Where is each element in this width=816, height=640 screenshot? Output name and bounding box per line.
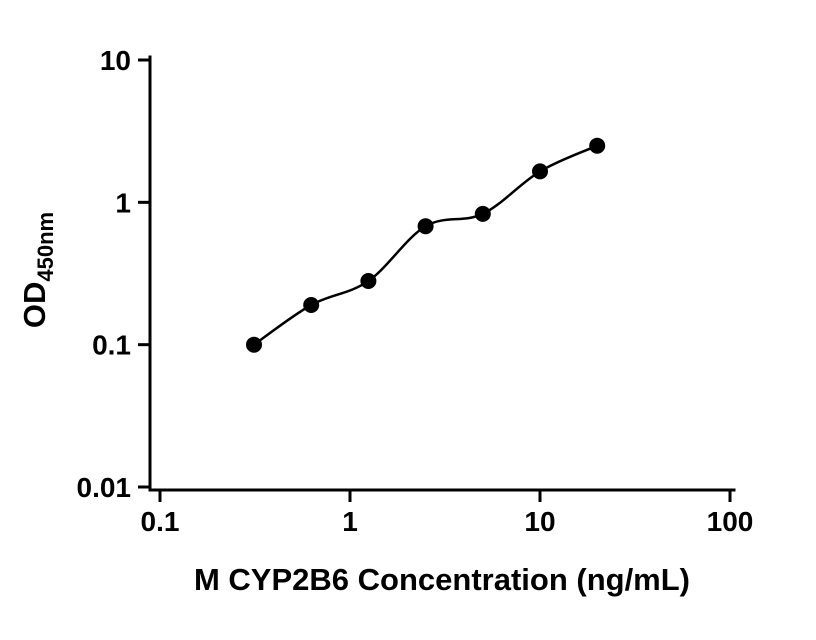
x-tick-label: 100	[707, 506, 754, 537]
data-point	[474, 205, 491, 222]
x-tick-label: 1	[342, 506, 358, 537]
y-axis-title: OD450nm	[17, 212, 58, 328]
plot-area: 0.1 1 10 100 0.01 0.1 1 10	[77, 45, 754, 537]
x-tick-label: 10	[524, 506, 555, 537]
data-point	[246, 336, 262, 353]
y-tick-label: 0.01	[77, 472, 132, 503]
y-tick-label: 0.1	[92, 330, 131, 361]
x-axis-title: M CYP2B6 Concentration (ng/mL)	[194, 562, 690, 597]
data-point	[303, 297, 320, 313]
data-point	[417, 218, 434, 235]
data-point	[589, 137, 606, 154]
y-tick-label: 10	[100, 45, 131, 76]
data-point	[532, 163, 548, 180]
y-axis-title-subscript: 450nm	[33, 212, 58, 282]
y-tick-label: 1	[115, 187, 131, 218]
y-axis-title-main: OD	[17, 282, 52, 329]
x-tick-label: 0.1	[141, 506, 180, 537]
data-point	[360, 273, 377, 289]
